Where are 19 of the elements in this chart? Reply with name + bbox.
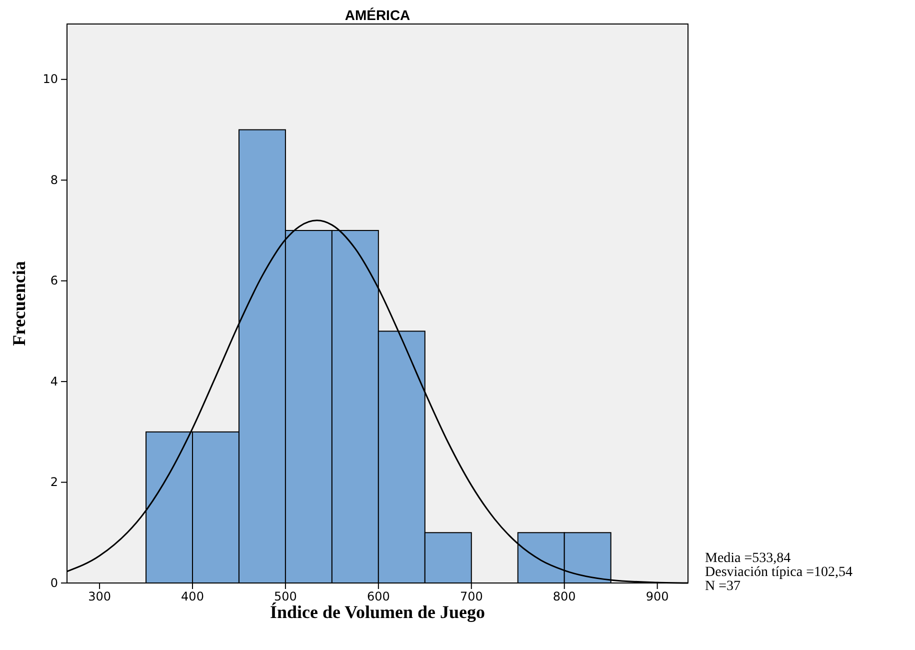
x-axis-title: Índice de Volumen de Juego <box>270 602 486 622</box>
y-tick-label: 8 <box>50 172 58 187</box>
x-tick-label: 700 <box>460 590 483 604</box>
y-tick-label: 2 <box>50 475 58 490</box>
text: Desviación típica =102,54 <box>705 565 852 580</box>
y-axis-title: Frecuencia <box>9 261 29 346</box>
x-tick-label: 400 <box>181 590 204 604</box>
x-tick-label: 300 <box>88 590 111 604</box>
x-tick-label: 600 <box>366 590 390 604</box>
y-tick-label: 10 <box>42 72 58 86</box>
chart-title: AMÉRICA <box>344 7 410 23</box>
y-tick-label: 0 <box>50 576 58 590</box>
x-tick-label: 900 <box>646 590 669 604</box>
text: Media =533,84 <box>705 551 791 566</box>
x-tick-label: 500 <box>274 590 297 604</box>
y-tick-label: 6 <box>50 274 58 288</box>
y-tick-label: 4 <box>50 374 58 388</box>
text: N =37 <box>705 579 741 594</box>
x-tick-label: 800 <box>552 590 576 604</box>
